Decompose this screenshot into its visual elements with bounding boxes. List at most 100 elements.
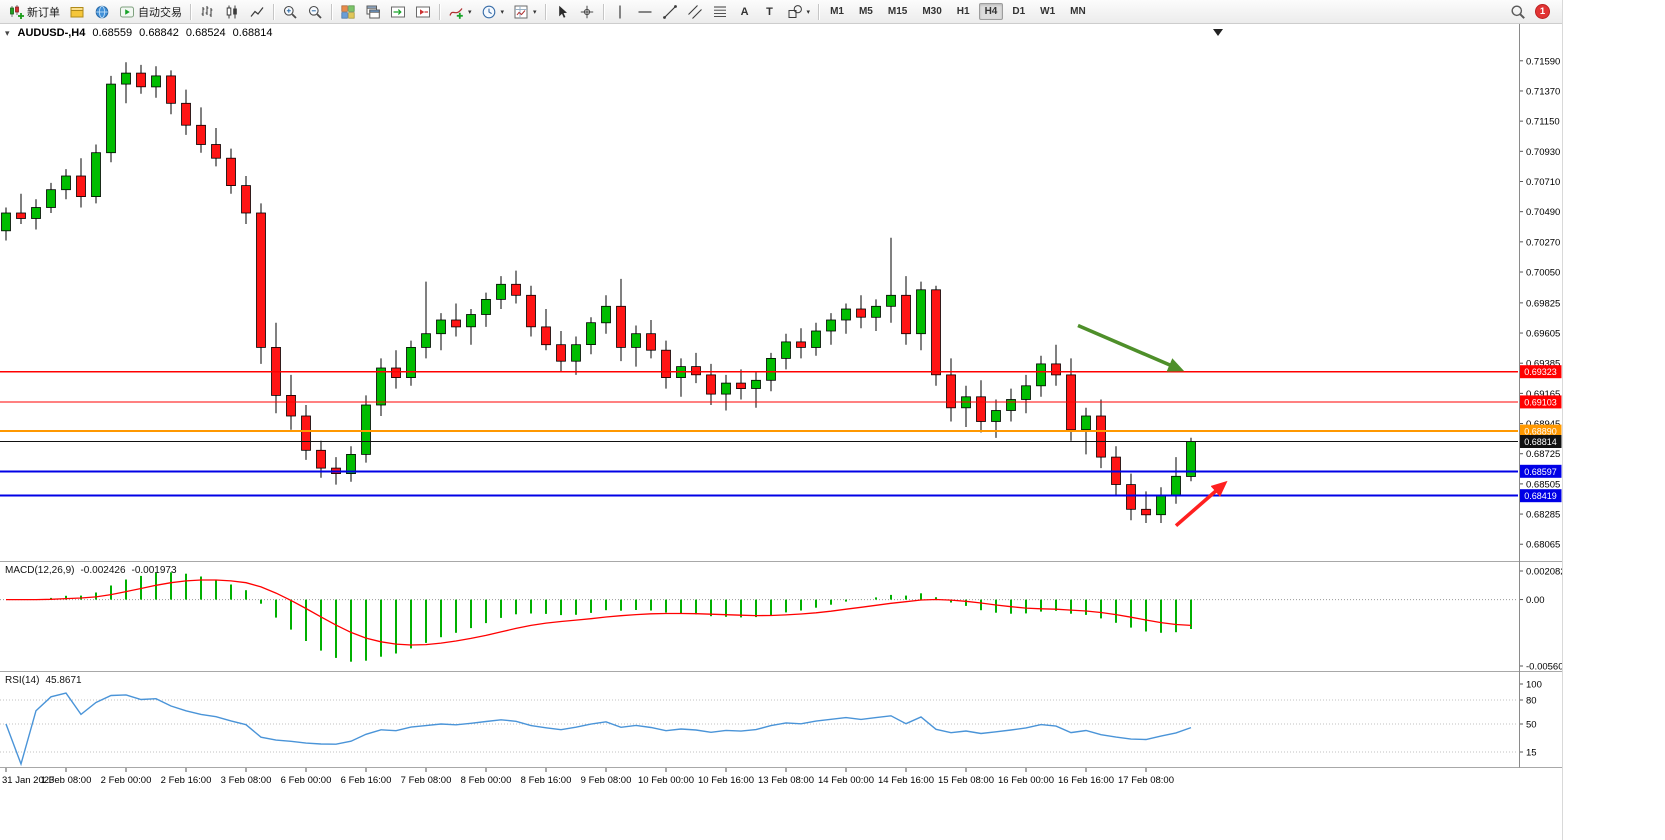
timeframe-h4-button[interactable]: H4 — [978, 3, 1004, 20]
macd-axis-label: 0.00 — [1526, 595, 1545, 606]
periods-button[interactable]: ▾ — [477, 1, 509, 23]
candle-body — [901, 294, 911, 335]
zoom-out-icon — [307, 4, 323, 20]
candle-body — [871, 305, 881, 318]
candle-body — [286, 394, 296, 417]
tile-windows-button[interactable] — [336, 1, 360, 23]
line-chart-button[interactable] — [245, 1, 269, 23]
candle-body — [991, 410, 1001, 422]
time-axis-label: 8 Feb 00:00 — [461, 775, 512, 786]
shapes-button[interactable]: ▾ — [783, 1, 815, 23]
crosshair-button[interactable] — [575, 1, 599, 23]
macd-signal-value: -0.001973 — [131, 565, 177, 576]
time-axis-label: 15 Feb 08:00 — [938, 775, 994, 786]
yellow-box-icon — [69, 4, 85, 20]
auto-scroll-button[interactable] — [386, 1, 410, 23]
candle-body — [61, 175, 71, 191]
bounce-arrow[interactable] — [1174, 480, 1228, 528]
close-value: 0.68814 — [232, 27, 273, 39]
timeframe-h1-button[interactable]: H1 — [956, 6, 970, 17]
timeframe-d1-button[interactable]: D1 — [1012, 6, 1026, 17]
trendline-button[interactable] — [658, 1, 682, 23]
new-order-button[interactable]: 新订单 — [4, 1, 64, 23]
time-axis-label: 9 Feb 08:00 — [581, 775, 632, 786]
candle-body — [811, 330, 821, 348]
timeframe-m15-button[interactable]: M15 — [887, 6, 908, 17]
rsi-axis-label: 50 — [1526, 720, 1537, 731]
toolbar-separator — [273, 3, 274, 20]
time-axis-label: 3 Feb 08:00 — [221, 775, 272, 786]
time-axis-label: 7 Feb 08:00 — [401, 775, 452, 786]
zoom-in-button[interactable] — [278, 1, 302, 23]
bar-chart-button[interactable] — [195, 1, 219, 23]
timeframe-w1-button[interactable]: W1 — [1040, 6, 1056, 17]
price-axis-label: 0.69385 — [1526, 359, 1560, 370]
cursor-button[interactable] — [550, 1, 574, 23]
price-level-badge-value: 0.68597 — [1524, 467, 1557, 477]
time-axis-label: 8 Feb 16:00 — [521, 775, 572, 786]
candle-body — [1051, 363, 1061, 376]
timeframe-m30-button[interactable]: M30 — [922, 6, 942, 17]
horizontal-line-button[interactable] — [633, 1, 657, 23]
candle-body — [886, 294, 896, 307]
vertical-line-button[interactable] — [608, 1, 632, 23]
candle-body — [436, 319, 446, 335]
candle-body — [631, 333, 641, 348]
candle-body — [661, 349, 671, 379]
candle-body — [376, 367, 386, 406]
candle-body — [796, 341, 806, 348]
templates-button[interactable]: ▾ — [509, 1, 541, 23]
candle-body — [31, 207, 41, 219]
rsi-value: 45.8671 — [45, 675, 82, 686]
indicators-button[interactable]: ▾ — [444, 1, 476, 23]
candlestick-chart-button[interactable] — [220, 1, 244, 23]
label-button[interactable]: T — [758, 1, 782, 23]
timeframe-m1-button[interactable]: M1 — [830, 6, 844, 17]
search-icon[interactable] — [1510, 4, 1526, 20]
time-axis-label: 6 Feb 00:00 — [281, 775, 332, 786]
autotrading-button[interactable]: 自动交易 — [115, 1, 186, 23]
candle-body — [406, 346, 416, 378]
time-axis-label: 2 Feb 00:00 — [101, 775, 152, 786]
macd-signal-line — [6, 579, 1192, 646]
candle-body — [1141, 508, 1151, 516]
price-axis-label: 0.70490 — [1526, 207, 1560, 218]
candle-body — [1006, 399, 1016, 411]
candle-body — [856, 308, 866, 318]
candle-body — [841, 308, 851, 321]
timeframe-m5-button[interactable]: M5 — [858, 6, 873, 17]
price-axis-label: 0.70050 — [1526, 268, 1560, 279]
one-click-collapse-icon[interactable]: ▾ — [5, 27, 10, 38]
mt4-window: 新订单 自动交易 ▾ ▾ ▾ A T ▾ M1 M5 M15 M30 H1 H4 D1 W1 MN 1 0.71… — [0, 0, 1563, 840]
time-axis-label: 14 Feb 16:00 — [878, 775, 934, 786]
candle-body — [166, 75, 176, 104]
main-pane — [0, 62, 1518, 528]
downtrend-arrow[interactable] — [1077, 323, 1185, 372]
equidistant-channel-button[interactable] — [683, 1, 707, 23]
rsi-axis-label: 15 — [1526, 748, 1537, 759]
navigator-button[interactable] — [90, 1, 114, 23]
toolbar-separator — [602, 3, 604, 20]
candle-body — [196, 124, 206, 145]
candle-body — [136, 72, 146, 88]
price-level-badge — [1519, 435, 1562, 448]
notification-badge[interactable]: 1 — [1535, 4, 1550, 19]
candle-body — [301, 415, 311, 451]
candle-body — [826, 319, 836, 332]
text-button[interactable]: A — [733, 1, 757, 23]
chart-shift-button[interactable] — [411, 1, 435, 23]
fibonacci-button[interactable] — [708, 1, 732, 23]
cascade-windows-button[interactable] — [361, 1, 385, 23]
price-level-badge — [1519, 464, 1562, 478]
time-axis-label: 6 Feb 16:00 — [341, 775, 392, 786]
toolbar-separator — [544, 3, 546, 20]
chart-shift-marker[interactable] — [1213, 29, 1223, 36]
price-level-badge — [1519, 489, 1562, 503]
candle-body — [766, 357, 776, 381]
zoom-in-icon — [282, 4, 298, 20]
candle-body — [526, 294, 536, 328]
market-watch-button[interactable] — [65, 1, 89, 23]
time-axis-label: 13 Feb 08:00 — [758, 775, 814, 786]
zoom-out-button[interactable] — [303, 1, 327, 23]
timeframe-mn-button[interactable]: MN — [1070, 6, 1086, 17]
